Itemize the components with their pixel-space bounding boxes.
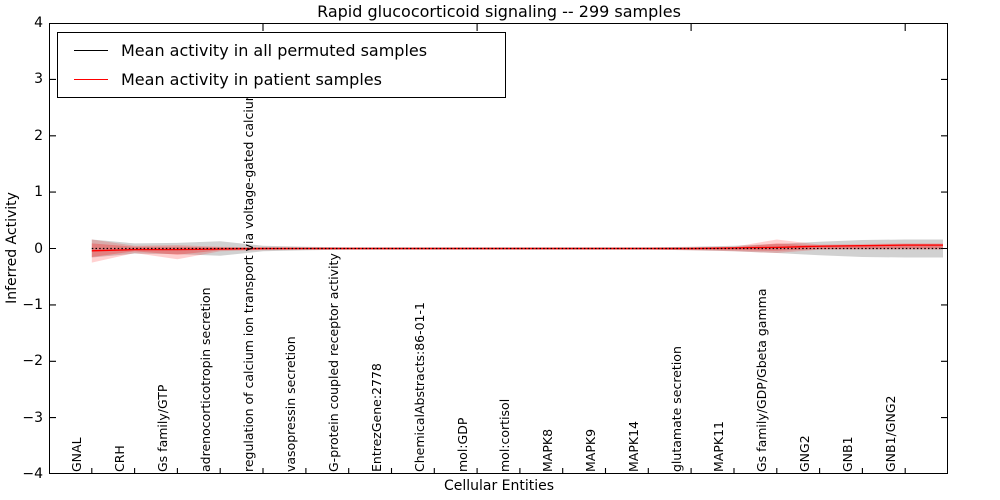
x-tick-label: GNB1 (839, 436, 855, 472)
x-tick-label: regulation of calcium ion transport via … (240, 35, 256, 472)
x-tick-label: mol:cortisol (497, 398, 513, 472)
y-tick-label: −4 (22, 466, 43, 482)
band-patient-samples-range-outer (91, 239, 944, 263)
x-tick-label: glutamate secretion (668, 346, 684, 472)
legend: Mean activity in all permuted samples Mea… (57, 32, 506, 98)
x-tick-label: MAPK14 (625, 421, 641, 472)
y-tick-label: 0 (34, 240, 43, 257)
x-tick-label: GNG2 (797, 435, 813, 472)
y-tick-label: −1 (22, 296, 43, 313)
plot-area (49, 23, 948, 474)
series-line-patient (91, 244, 943, 252)
x-tick-label: adrenocorticotropin secretion (197, 287, 213, 472)
y-axis-label: Inferred Activity (4, 192, 20, 304)
legend-entry-label: Mean activity in patient samples (121, 70, 382, 89)
chart-canvas (49, 23, 948, 474)
x-axis-label: Cellular Entities (443, 478, 555, 494)
chart-title: Rapid glucocorticoid signaling -- 299 sa… (317, 2, 681, 21)
legend-entry: Mean activity in patient samples (74, 65, 505, 94)
x-tick-label: MAPK9 (583, 428, 599, 472)
band-patient-samples-range-inner (91, 243, 944, 257)
x-tick-label: vasopressin secretion (283, 336, 299, 472)
x-tick-label: MAPK11 (711, 421, 727, 472)
y-tick-label: 4 (34, 15, 43, 31)
legend-entry-label: Mean activity in all permuted samples (121, 41, 428, 60)
x-tick-label: ChemicalAbstracts:86-01-1 (411, 302, 427, 472)
x-tick-label: EntrezGene:2778 (368, 363, 384, 472)
legend-entry: Mean activity in all permuted samples (74, 36, 505, 65)
legend-line-swatch (74, 50, 108, 51)
legend-entries: Mean activity in all permuted samples Mea… (74, 36, 505, 94)
x-tick-label: Gs family/GDP/Gbeta gamma (754, 288, 770, 472)
y-tick-label: 3 (34, 71, 43, 88)
y-tick-label: 2 (34, 127, 43, 144)
x-tick-label: mol:GDP (454, 417, 470, 472)
x-tick-label: MAPK8 (540, 428, 556, 472)
x-tick-label: GNB1/GNG2 (882, 395, 898, 472)
y-tick-label: −2 (22, 353, 43, 370)
legend-line-swatch (74, 79, 108, 80)
tick-marks (49, 23, 948, 474)
x-tick-label: G-protein coupled receptor activity (326, 253, 342, 472)
x-tick-label: CRH (112, 445, 128, 472)
y-tick-label: 1 (34, 184, 43, 201)
x-tick-label: Gs family/GTP (154, 384, 170, 472)
x-tick-label: GNAL (69, 437, 85, 472)
y-tick-label: −3 (22, 409, 43, 426)
